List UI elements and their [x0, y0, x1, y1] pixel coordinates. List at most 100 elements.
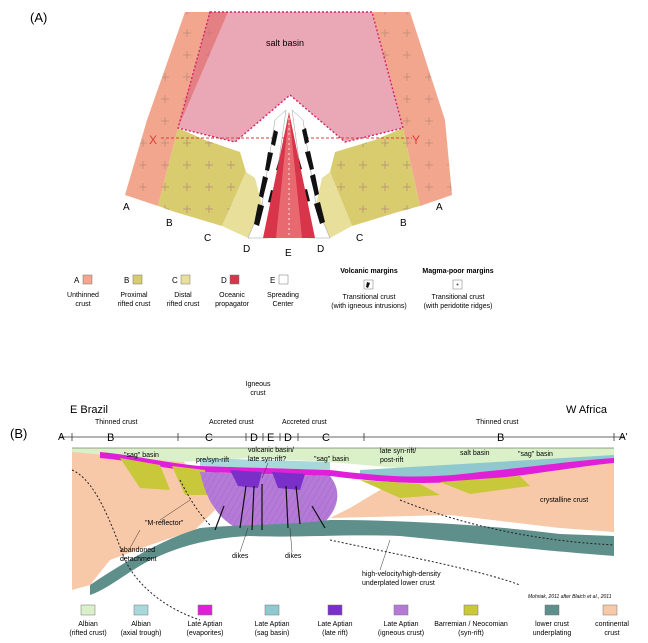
svg-text:Late Aptian: Late Aptian	[187, 621, 222, 628]
svg-text:Magma-poor margins: Magma-poor margins	[422, 268, 493, 275]
legend-b-item-4: Late Aptian (late rift)	[317, 604, 353, 637]
svg-text:Distal: Distal	[174, 292, 192, 299]
zone-label-left-c: C	[204, 233, 211, 244]
igneous-intrusions	[254, 128, 325, 226]
legend-a-spreading: E Spreading Center	[267, 274, 299, 308]
zone-label-left-a: A	[123, 202, 130, 213]
lower-crust-underplating	[90, 520, 614, 595]
peridotite-ridge-icon	[456, 283, 459, 286]
salt-basin-label: salt basin	[266, 38, 304, 48]
accreted-crust-right: Accreted crust	[282, 419, 327, 426]
svg-text:Late Aptian: Late Aptian	[254, 621, 289, 628]
svg-text:(axial trough): (axial trough)	[121, 630, 162, 637]
syn-rift-wedge-4	[440, 476, 530, 494]
svg-text:(igneous crust): (igneous crust)	[378, 630, 424, 637]
label-volcanic-1: volcanic basin/	[248, 447, 294, 454]
label-m-reflector: "M-reflector"	[145, 520, 184, 527]
legend-b-item-5: Late Aptian (igneous crust)	[378, 604, 424, 637]
zone-label-right-c: C	[356, 233, 363, 244]
label-late-syn-2: post-rift	[380, 457, 403, 464]
label-abandoned-2: detachment	[120, 556, 157, 563]
svg-text:(rifted crust): (rifted crust)	[69, 630, 106, 637]
svg-text:(syn-rift): (syn-rift)	[458, 630, 484, 637]
svg-text:rifted crust: rifted crust	[167, 301, 200, 308]
svg-text:Albian: Albian	[78, 621, 98, 628]
label-salt-basin: salt basin	[460, 450, 490, 457]
section-y-label: Y	[412, 133, 420, 147]
svg-text:Barremian / Neocomian: Barremian / Neocomian	[434, 621, 508, 628]
label-abandoned-1: abandoned	[120, 547, 155, 554]
dikes	[214, 484, 326, 531]
legend-b-item-3: Late Aptian (sag basin)	[254, 604, 290, 637]
legend-a-volcanic: Volcanic margins Transitional crust (wit…	[331, 268, 406, 310]
svg-text:Proximal: Proximal	[120, 292, 148, 299]
label-sag-left: "sag" basin	[124, 452, 159, 459]
legend-a-unthinned: A Unthinned crust	[67, 274, 99, 308]
legend-b-item-6: Barremian / Neocomian (syn-rift)	[434, 604, 508, 637]
section-x-label: X	[149, 133, 157, 147]
zone-label-center-e: E	[285, 248, 292, 259]
svg-text:Late Aptian: Late Aptian	[317, 621, 352, 628]
label-dikes-right: dikes	[285, 553, 302, 560]
left-distal-crust	[222, 172, 262, 238]
panel-a: (A) salt basin X Y	[30, 10, 494, 310]
zone-label-right-a: A	[436, 202, 443, 213]
m-reflector-line	[399, 499, 615, 546]
svg-text:(with peridotite ridges): (with peridotite ridges)	[424, 303, 493, 310]
label-pre-syn-rift: pre/syn-rift	[196, 457, 229, 464]
legend-b-item-8: continental crust	[595, 604, 629, 637]
svg-text:continental: continental	[595, 621, 629, 628]
credit-note: Mohriak, 2011 after Blaich et al., 2011	[528, 594, 612, 600]
legend-a-magma-poor: Magma-poor margins Transitional crust (w…	[422, 268, 493, 310]
svg-text:B: B	[124, 276, 129, 285]
igneous-intrusion-icon	[366, 282, 370, 288]
svg-text:(late rift): (late rift)	[322, 630, 348, 637]
late-rift-left	[230, 470, 262, 488]
svg-text:Volcanic margins: Volcanic margins	[340, 268, 398, 275]
label-high-velocity-1: high-velocity/high-density	[362, 571, 441, 578]
syn-rift-wedge-1	[120, 458, 170, 490]
svg-text:Albian: Albian	[131, 621, 151, 628]
svg-text:(evaporites): (evaporites)	[187, 630, 224, 637]
svg-text:Center: Center	[272, 301, 294, 308]
thinned-crust-right: Thinned crust	[476, 419, 518, 426]
label-dikes-left: dikes	[232, 553, 249, 560]
thinned-crust-left: Thinned crust	[95, 419, 137, 426]
svg-text:propagator: propagator	[215, 301, 250, 308]
label-crystalline: crystalline crust	[540, 497, 588, 504]
label-volcanic-2: late syn-rift?	[248, 456, 286, 463]
panel-b-legend: Albian (rifted crust) Albian (axial trou…	[69, 604, 629, 637]
svg-text:Unthinned: Unthinned	[67, 292, 99, 299]
svg-text:(sag basin): (sag basin)	[255, 630, 290, 637]
panel-a-label: (A)	[30, 10, 47, 25]
svg-text:E: E	[270, 276, 275, 285]
svg-text:underplating: underplating	[533, 630, 572, 637]
svg-text:crust: crust	[604, 630, 619, 637]
svg-text:crust: crust	[75, 301, 90, 308]
evaporites-layer	[100, 452, 614, 483]
label-sag-center: "sag" basin	[314, 456, 349, 463]
late-rift-right	[272, 472, 305, 490]
panel-a-legend: A Unthinned crust B Proximal rifted crus…	[67, 268, 494, 310]
panel-b: (B) E Brazil W Africa Igneous crust Accr…	[10, 381, 629, 637]
w-africa-title: W Africa	[566, 404, 608, 416]
leader-lines	[129, 462, 391, 571]
legend-b-item-1: Albian (axial trough)	[121, 604, 162, 637]
label-high-velocity-2: underplated lower crust	[362, 580, 435, 587]
end-label-a: A	[58, 432, 65, 443]
zone-c-right: C	[322, 432, 330, 444]
cross-section	[71, 447, 615, 621]
svg-text:(with igneous intrusions): (with igneous intrusions)	[331, 303, 406, 310]
legend-b-item-7: lower crust underplating	[533, 604, 572, 637]
zone-label-left-d: D	[243, 244, 250, 255]
legend-a-distal: C Distal rifted crust	[167, 274, 200, 308]
right-distal-crust	[316, 172, 352, 238]
label-late-syn-1: late syn-rift/	[380, 448, 416, 455]
zone-b-right: B	[497, 432, 504, 444]
zone-d-left: D	[250, 432, 258, 444]
svg-text:lower crust: lower crust	[535, 621, 569, 628]
svg-text:Spreading: Spreading	[267, 292, 299, 299]
accreted-crust-left: Accreted crust	[209, 419, 254, 426]
panel-b-label: (B)	[10, 426, 27, 441]
sag-basin-layer	[360, 455, 614, 480]
